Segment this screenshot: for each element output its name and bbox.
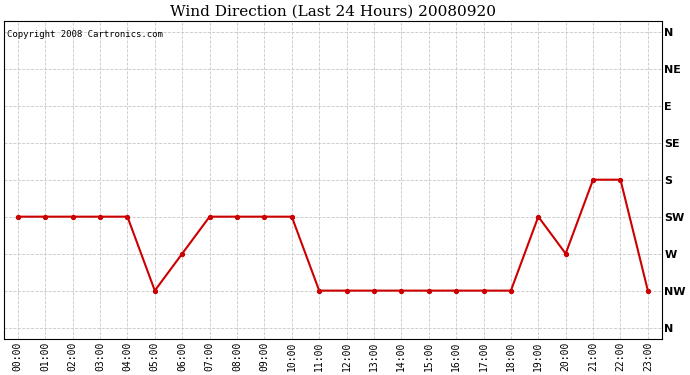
Text: Copyright 2008 Cartronics.com: Copyright 2008 Cartronics.com [8, 30, 164, 39]
Title: Wind Direction (Last 24 Hours) 20080920: Wind Direction (Last 24 Hours) 20080920 [170, 4, 496, 18]
